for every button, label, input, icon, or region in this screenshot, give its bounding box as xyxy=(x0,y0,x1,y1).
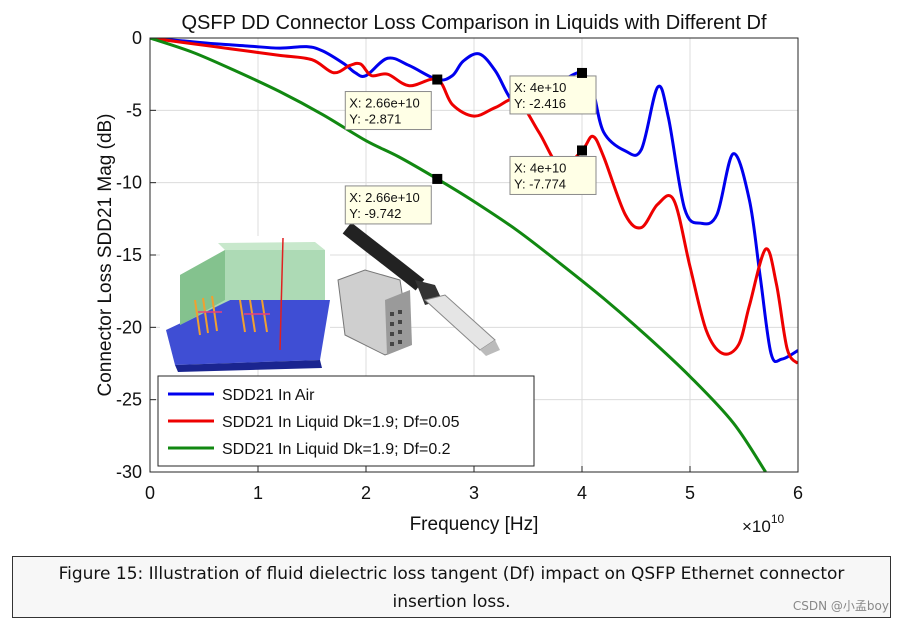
legend: SDD21 In Air SDD21 In Liquid Dk=1.9; Df=… xyxy=(157,375,535,467)
data-tip-y: Y: -9.742 xyxy=(349,206,401,221)
data-tip-y: Y: -2.416 xyxy=(514,96,566,111)
y-tick-label: -15 xyxy=(116,245,142,265)
data-tip-x: X: 2.66e+10 xyxy=(349,96,419,111)
legend-label-air: SDD21 In Air xyxy=(222,387,315,404)
y-tick-label: -20 xyxy=(116,317,142,337)
y-axis-label: Connector Loss SDD21 Mag (dB) xyxy=(95,113,116,396)
x-tick-label: 6 xyxy=(793,483,803,503)
x-tick-label: 2 xyxy=(361,483,371,503)
data-tip-box xyxy=(344,91,432,131)
x-tick-label: 0 xyxy=(145,483,155,503)
x-tick-label: 5 xyxy=(685,483,695,503)
x-exponent-label: ×1010 xyxy=(742,512,785,536)
legend-box xyxy=(157,375,535,467)
connector-illustration xyxy=(160,222,500,372)
y-tick-label: -5 xyxy=(126,100,142,120)
legend-label-df02: SDD21 In Liquid Dk=1.9; Df=0.2 xyxy=(222,441,451,458)
x-axis-label: Frequency [Hz] xyxy=(410,514,539,535)
x-axis-ticks: 0 1 2 3 4 5 6 xyxy=(145,466,803,503)
watermark: CSDN @小孟boy xyxy=(792,599,889,613)
x-tick-label: 3 xyxy=(469,483,479,503)
series-line-df005 xyxy=(150,38,798,365)
data-tip-x: X: 2.66e+10 xyxy=(349,190,419,205)
data-tip-marker xyxy=(432,74,443,85)
legend-label-df005: SDD21 In Liquid Dk=1.9; Df=0.05 xyxy=(222,414,460,431)
data-tip-box xyxy=(509,155,597,195)
data-tip-marker xyxy=(577,67,587,78)
data-tip-y: Y: -7.774 xyxy=(514,176,566,191)
x-tick-label: 4 xyxy=(577,483,587,503)
chart-title: QSFP DD Connector Loss Comparison in Liq… xyxy=(181,12,767,34)
data-tip-box xyxy=(344,185,432,225)
figure-caption: Figure 15: Illustration of fluid dielect… xyxy=(12,556,891,618)
y-tick-label: 0 xyxy=(132,28,142,48)
data-tip-marker xyxy=(432,173,443,184)
x-tick-label: 1 xyxy=(253,483,263,503)
series-line-df02 xyxy=(150,38,767,472)
y-tick-label: -30 xyxy=(116,462,142,482)
data-tip-marker xyxy=(577,145,587,156)
data-tip-x: X: 4e+10 xyxy=(514,80,566,95)
y-tick-label: -10 xyxy=(116,173,142,193)
data-tip-box xyxy=(509,75,597,115)
y-axis-ticks: 0 -5 -10 -15 -20 -25 -30 xyxy=(116,28,156,482)
data-tip-x: X: 4e+10 xyxy=(514,160,566,175)
caption-line-2: insertion loss. xyxy=(392,592,511,612)
y-tick-label: -25 xyxy=(116,390,142,410)
data-tip-y: Y: -2.871 xyxy=(349,112,401,127)
caption-line-1: Figure 15: Illustration of fluid dielect… xyxy=(58,564,845,584)
